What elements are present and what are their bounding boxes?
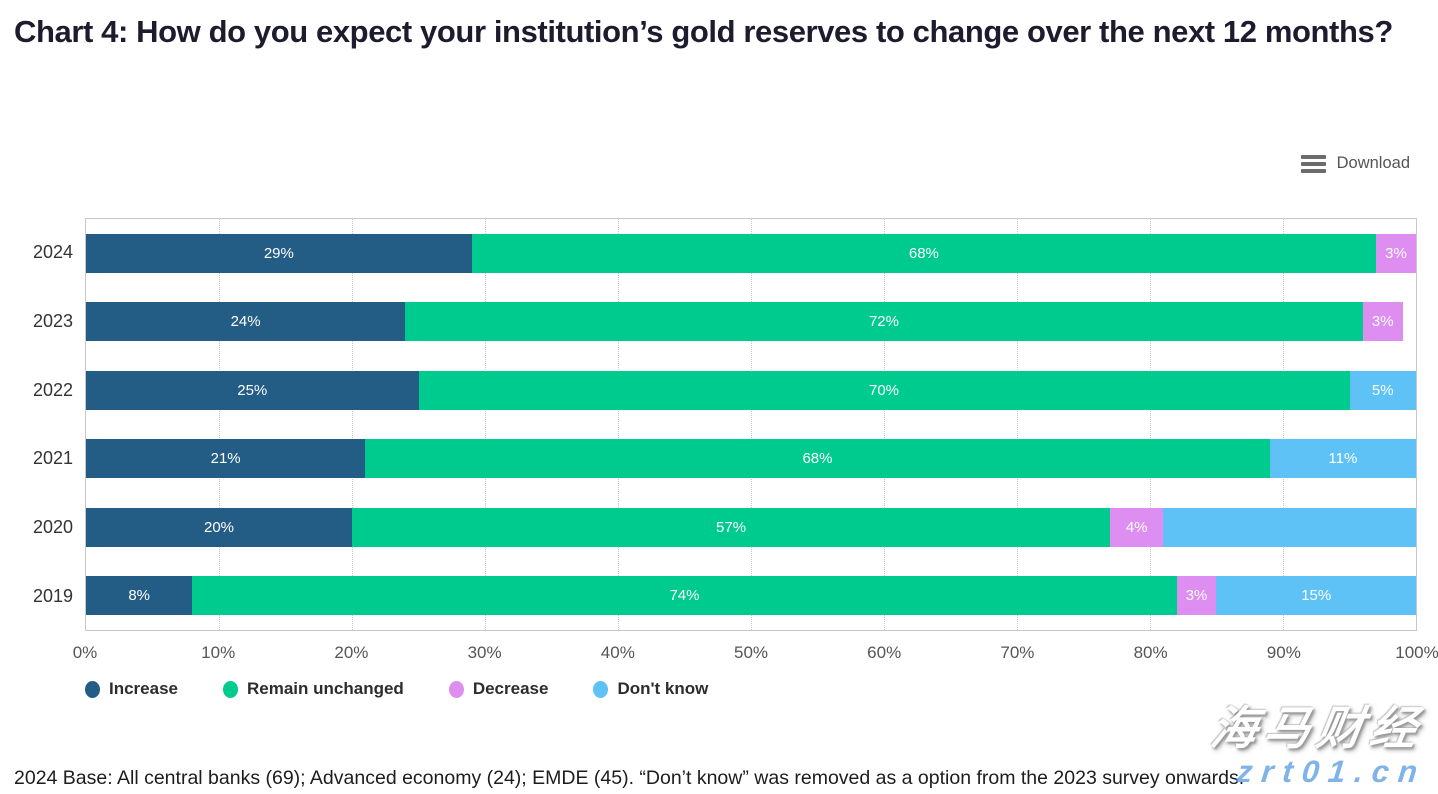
y-axis-label-2019: 2019 <box>32 586 73 607</box>
bar-segment-decrease[interactable]: 4% <box>1110 507 1164 547</box>
bar-segment-remain-unchanged[interactable]: 57% <box>352 507 1111 547</box>
y-axis-label-2024: 2024 <box>32 241 73 262</box>
bar-segment-increase[interactable]: 8% <box>86 576 193 616</box>
bar-row-2022: 25% 70% 5% <box>86 370 1416 410</box>
gridline <box>618 219 619 630</box>
bar-value-label: 25% <box>237 381 268 399</box>
bar-segment-increase[interactable]: 21% <box>86 439 366 479</box>
bar-segment-remain-unchanged[interactable]: 72% <box>405 302 1363 342</box>
y-axis-label-2021: 2021 <box>32 448 73 469</box>
bar-segment-increase[interactable]: 25% <box>86 370 419 410</box>
legend-marker-icon <box>223 680 238 698</box>
x-axis-tick-90: 90% <box>1266 643 1301 662</box>
gridline <box>352 219 353 630</box>
x-axis-tick-50: 50% <box>733 643 769 662</box>
gridline <box>1017 219 1018 630</box>
gridline <box>884 219 885 630</box>
legend: Increase Remain unchanged Decrease Don't kn… <box>85 679 1438 699</box>
bar-row-2023: 24% 72% 3% <box>86 302 1416 342</box>
x-axis-tick-40: 40% <box>600 643 635 662</box>
x-axis-tick-10: 10% <box>201 643 236 662</box>
stacked-bar-chart: 2024 2023 2022 2021 2020 2019 29% 68% 3% 24% 72% 3… <box>0 218 1438 699</box>
chart-title: Chart 4: How do you expect your institut… <box>14 14 1393 49</box>
bar-value-label: 21% <box>210 450 241 468</box>
y-axis-labels: 2024 2023 2022 2021 2020 2019 <box>0 218 73 631</box>
bar-value-label: 68% <box>908 244 939 262</box>
bar-segment-remain-unchanged[interactable]: 70% <box>418 370 1350 410</box>
bar-segment-increase[interactable]: 20% <box>86 507 352 547</box>
hamburger-menu-icon <box>1300 154 1326 173</box>
x-axis-tick-20: 20% <box>334 643 369 662</box>
gridline <box>751 219 752 630</box>
legend-marker-icon <box>593 680 609 698</box>
bar-value-label: 11% <box>1328 450 1358 468</box>
y-axis-label-2022: 2022 <box>32 379 73 400</box>
legend-label: Remain unchanged <box>247 679 404 698</box>
bar-value-label: 3% <box>1385 244 1407 262</box>
x-axis-tick-60: 60% <box>867 643 902 662</box>
bar-segment-remain-unchanged[interactable]: 68% <box>471 233 1377 273</box>
bar-segment-increase[interactable]: 24% <box>86 302 406 342</box>
legend-label: Don't know <box>617 679 709 698</box>
bar-row-2020: 20% 57% 4% <box>86 507 1416 547</box>
watermark-chinese-text: 海马财经 <box>1207 702 1428 754</box>
legend-marker-icon <box>85 680 100 698</box>
bar-segment-don-t-know[interactable] <box>1163 507 1416 547</box>
bar-segment-decrease[interactable]: 3% <box>1176 576 1217 616</box>
bar-value-label: 3% <box>1371 313 1394 331</box>
bar-value-label: 24% <box>230 313 261 331</box>
bar-row-2024: 29% 68% 3% <box>86 233 1416 273</box>
bar-value-label: 20% <box>203 518 235 536</box>
watermark-url-text: zrt01.cn <box>1235 754 1428 789</box>
bar-segment-don-t-know[interactable]: 11% <box>1269 439 1416 479</box>
toolbar: Download <box>1297 150 1414 177</box>
plot-area: 29% 68% 3% 24% 72% 3% 25% 70% 5% 21% 68% 11% 20% 57% 4… <box>85 218 1417 631</box>
gridline <box>485 219 486 630</box>
bar-segment-don-t-know[interactable]: 5% <box>1349 370 1416 410</box>
bar-value-label: 72% <box>868 313 899 331</box>
bar-segment-decrease[interactable]: 3% <box>1376 233 1416 273</box>
legend-item-decrease[interactable]: Decrease <box>448 679 549 699</box>
bar-value-label: 68% <box>802 450 833 468</box>
gridline <box>1283 219 1284 630</box>
bar-value-label: 29% <box>263 244 294 262</box>
x-axis-tick-100: 100% <box>1395 643 1438 662</box>
gridline <box>219 219 220 630</box>
x-axis-tick-70: 70% <box>1000 643 1035 662</box>
bar-value-label: 74% <box>669 587 700 605</box>
footnote: 2024 Base: All central banks (69); Advan… <box>14 767 1245 789</box>
download-label: Download <box>1336 154 1410 172</box>
bar-value-label: 3% <box>1185 587 1208 605</box>
legend-item-don-t-know[interactable]: Don't know <box>593 679 708 699</box>
bar-segment-remain-unchanged[interactable]: 74% <box>192 576 1177 616</box>
y-axis-label-2023: 2023 <box>32 310 73 331</box>
x-axis-tick-30: 30% <box>467 643 502 662</box>
bar-value-label: 8% <box>128 587 151 605</box>
bar-row-2021: 21% 68% 11% <box>86 439 1416 479</box>
bar-value-label: 70% <box>868 381 900 399</box>
bar-segment-remain-unchanged[interactable]: 68% <box>365 439 1270 479</box>
x-axis-tick-80: 80% <box>1133 643 1168 662</box>
bar-value-label: 15% <box>1301 587 1332 605</box>
legend-marker-icon <box>448 680 464 698</box>
bar-segment-increase[interactable]: 29% <box>86 233 472 273</box>
legend-label: Decrease <box>472 679 549 698</box>
bar-value-label: 4% <box>1125 518 1148 536</box>
bar-segment-decrease[interactable]: 3% <box>1362 302 1403 342</box>
legend-item-remain-unchanged[interactable]: Remain unchanged <box>223 679 404 699</box>
download-button[interactable]: Download <box>1297 150 1414 177</box>
legend-item-increase[interactable]: Increase <box>85 679 178 699</box>
bar-segment-don-t-know[interactable]: 15% <box>1216 576 1416 616</box>
x-axis-labels: 0% 10% 20% 30% 40% 50% 60% 70% 80% 90% 100% <box>73 631 1438 667</box>
bar-value-label: 5% <box>1371 381 1394 399</box>
bar-row-2019: 8% 74% 3% 15% <box>86 576 1416 616</box>
x-axis-tick-0: 0% <box>72 643 98 662</box>
chart-page: Chart 4: How do you expect your institut… <box>0 8 1438 794</box>
y-axis-label-2020: 2020 <box>32 517 73 538</box>
legend-label: Increase <box>109 679 178 698</box>
bar-rows: 29% 68% 3% 24% 72% 3% 25% 70% 5% 21% 68% 11% 20% 57% 4… <box>86 219 1416 630</box>
bar-value-label: 57% <box>716 518 747 536</box>
gridline <box>1150 219 1151 630</box>
